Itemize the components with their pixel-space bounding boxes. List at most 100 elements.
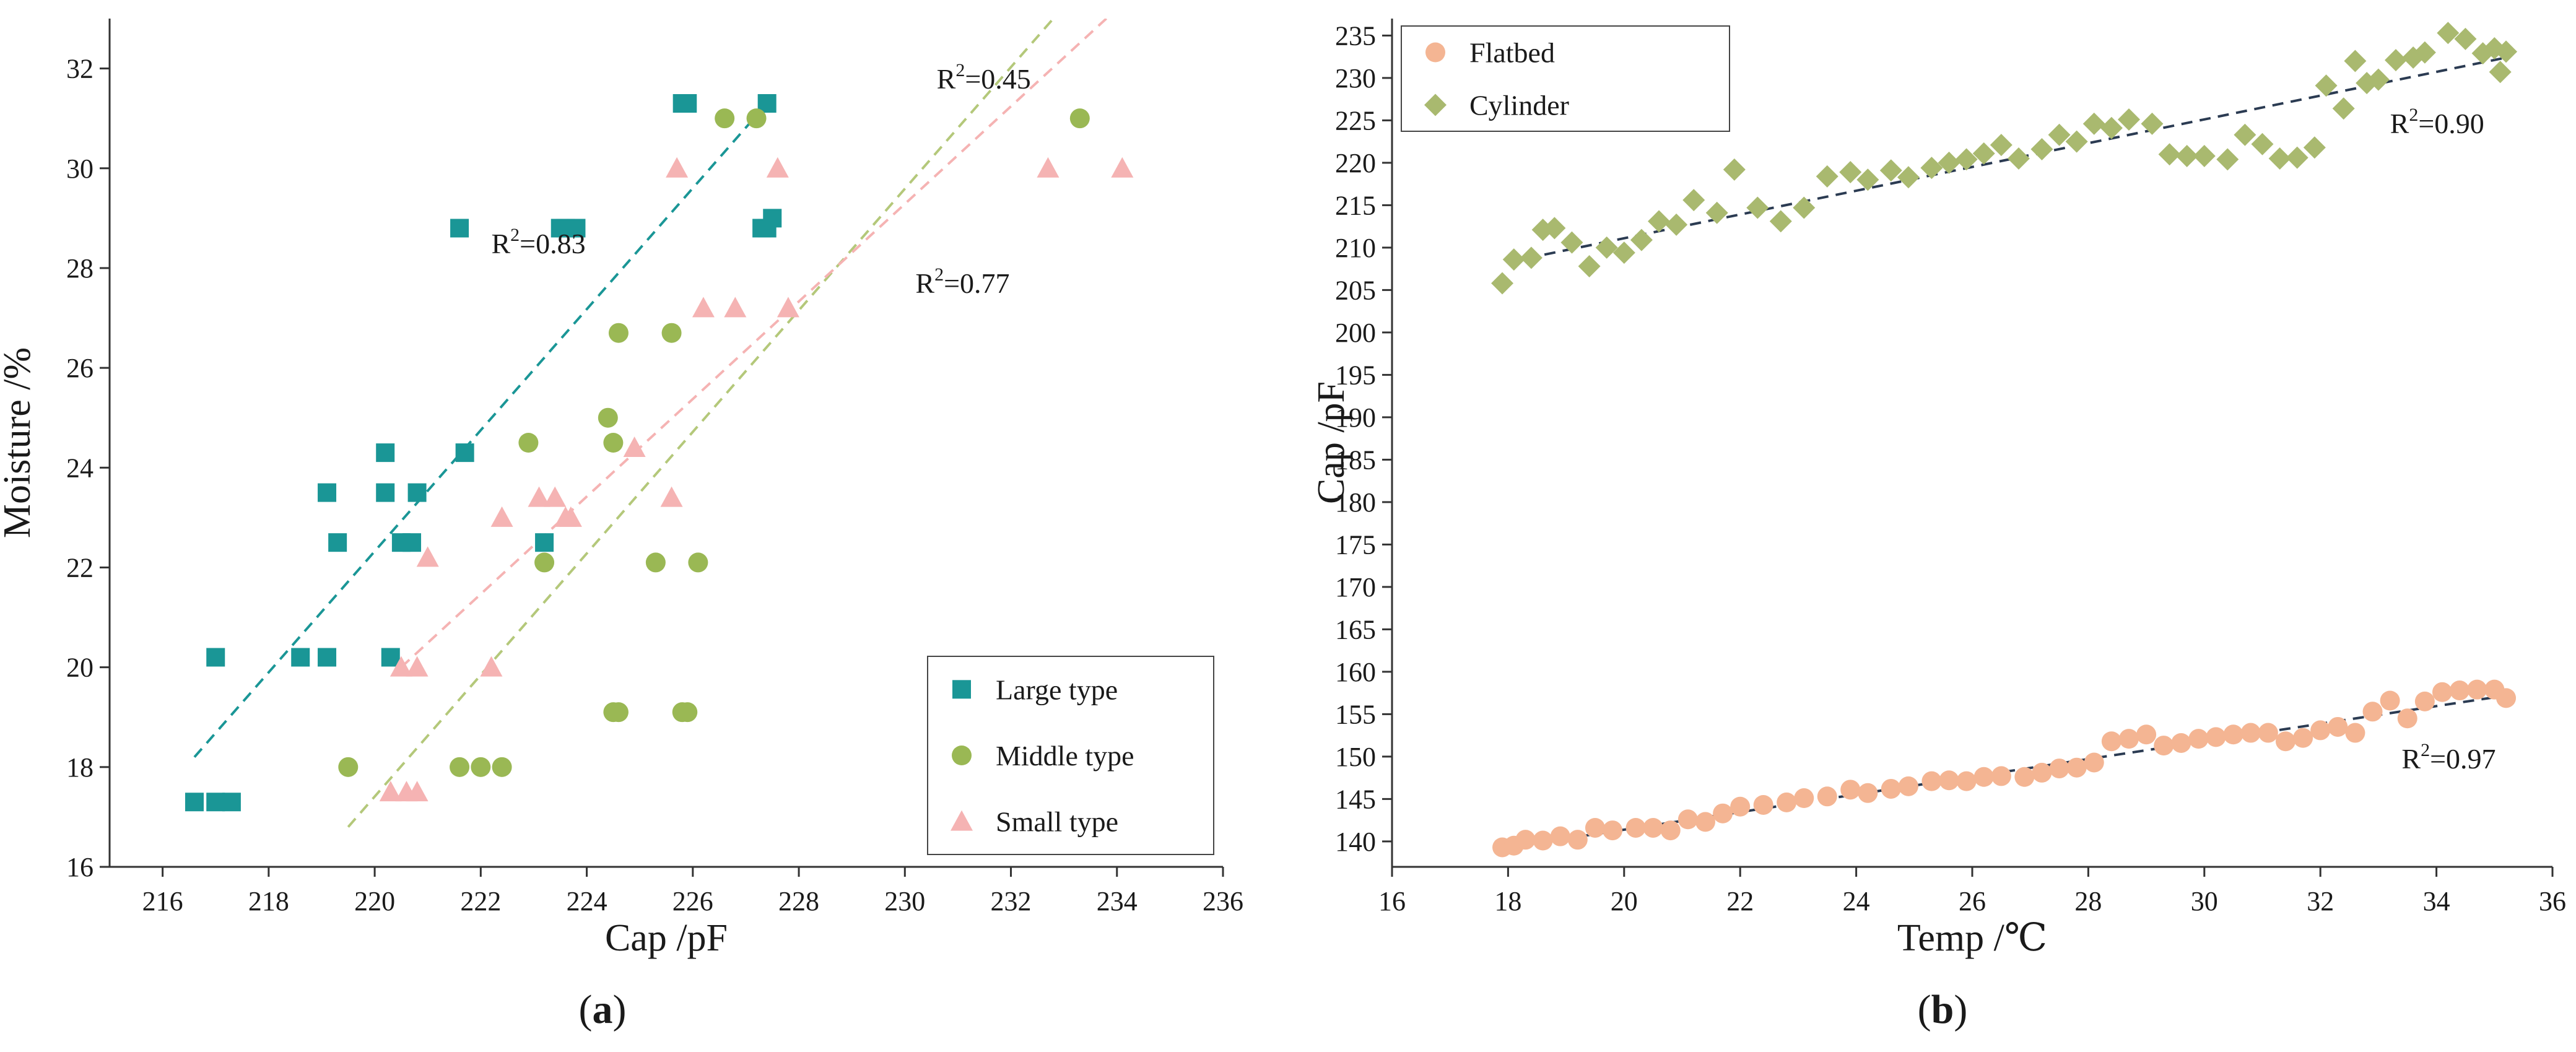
data-point	[1990, 134, 2012, 157]
y-axis-label: Cap /pF	[1310, 381, 1352, 504]
data-point	[291, 648, 310, 667]
data-point	[2154, 736, 2174, 756]
x-tick-label: 228	[778, 886, 819, 916]
x-tick-label: 22	[1726, 886, 1754, 916]
data-point	[1665, 213, 1688, 236]
data-point	[2193, 144, 2216, 167]
data-point	[1502, 248, 1525, 271]
data-point	[1543, 217, 1566, 240]
data-point	[1578, 255, 1601, 278]
data-point	[376, 483, 395, 502]
legend-marker	[1425, 42, 1445, 63]
data-point	[559, 506, 582, 527]
x-tick-label: 24	[1843, 886, 1870, 916]
data-point	[2310, 720, 2331, 741]
data-point	[1955, 148, 1978, 171]
data-point	[2118, 729, 2139, 749]
data-point	[603, 433, 624, 453]
y-tick-label: 28	[66, 253, 94, 284]
data-point	[318, 648, 337, 667]
y-tick-label: 170	[1335, 572, 1376, 602]
data-point	[2216, 148, 2239, 171]
x-tick-label: 236	[1203, 886, 1243, 916]
y-tick-label: 180	[1335, 487, 1376, 518]
data-point	[185, 793, 204, 812]
data-point	[1520, 246, 1543, 269]
data-point	[2158, 143, 2181, 166]
legend: Large type Middle type Small type	[927, 656, 1214, 855]
y-tick-label: 220	[1335, 148, 1376, 178]
caption-a: (a)	[579, 987, 627, 1032]
y-tick-label: 235	[1335, 20, 1376, 51]
data-point	[2136, 724, 2157, 745]
x-tick-label: 220	[354, 886, 395, 916]
legend-label: Flatbed	[1469, 37, 1555, 69]
data-point	[1643, 817, 1663, 838]
data-point	[406, 656, 429, 677]
x-tick-label: 18	[1494, 886, 1521, 916]
plot-area	[1491, 22, 2518, 858]
x-tick-label: 216	[142, 886, 183, 916]
data-point	[534, 552, 555, 573]
data-point	[206, 648, 225, 667]
data-point	[1625, 817, 1646, 838]
data-point	[2495, 40, 2518, 63]
data-point	[2414, 691, 2435, 711]
r-squared-label: R2=0.83	[491, 225, 585, 259]
y-tick-label: 225	[1335, 105, 1376, 136]
data-point	[608, 323, 629, 343]
data-point	[328, 533, 347, 552]
x-tick-label: 26	[1959, 886, 1986, 916]
data-point	[598, 407, 618, 428]
data-point	[450, 757, 470, 777]
data-point	[660, 486, 683, 507]
y-tick-label: 18	[66, 752, 94, 783]
data-point	[2188, 729, 2209, 749]
data-point	[724, 297, 747, 318]
data-point	[678, 94, 697, 113]
data-point	[1713, 803, 1733, 824]
data-point	[2328, 716, 2348, 737]
data-point	[1595, 236, 1618, 259]
data-point	[1567, 830, 1588, 850]
data-point	[2171, 732, 2191, 753]
legend: Flatbed Cylinder	[1401, 25, 1730, 132]
plot-area	[185, 19, 1134, 828]
r-squared-label: R2=0.90	[2390, 105, 2484, 139]
x-tick-label: 224	[567, 886, 607, 916]
y-tick-label: 16	[66, 852, 94, 882]
data-point	[623, 437, 646, 458]
data-point	[1939, 770, 1959, 791]
data-point	[450, 219, 469, 238]
data-point	[2489, 61, 2512, 84]
data-point	[471, 757, 491, 777]
y-tick-label: 145	[1335, 784, 1376, 814]
x-tick-label: 230	[884, 886, 925, 916]
data-point	[2234, 123, 2256, 146]
data-point	[1550, 826, 1570, 846]
data-point	[567, 219, 586, 238]
data-point	[1777, 792, 1797, 812]
data-point	[2141, 112, 2164, 135]
data-point	[518, 433, 539, 453]
data-point	[338, 757, 359, 777]
y-tick-label: 190	[1335, 402, 1376, 433]
data-point	[1817, 786, 1837, 807]
data-point	[2380, 690, 2400, 711]
data-point	[222, 793, 241, 812]
r-squared-label: R2=0.97	[2401, 740, 2496, 775]
data-point	[1921, 771, 1942, 791]
data-point	[692, 297, 715, 318]
data-point	[1956, 771, 1977, 791]
data-point	[1515, 830, 1536, 850]
data-point	[544, 486, 567, 507]
y-tick-label: 205	[1335, 275, 1376, 305]
data-point	[1491, 272, 1514, 295]
fit-line	[193, 102, 768, 759]
data-point	[2315, 74, 2338, 97]
data-point	[766, 157, 789, 178]
legend-label: Cylinder	[1469, 90, 1569, 121]
data-point	[2066, 757, 2087, 778]
